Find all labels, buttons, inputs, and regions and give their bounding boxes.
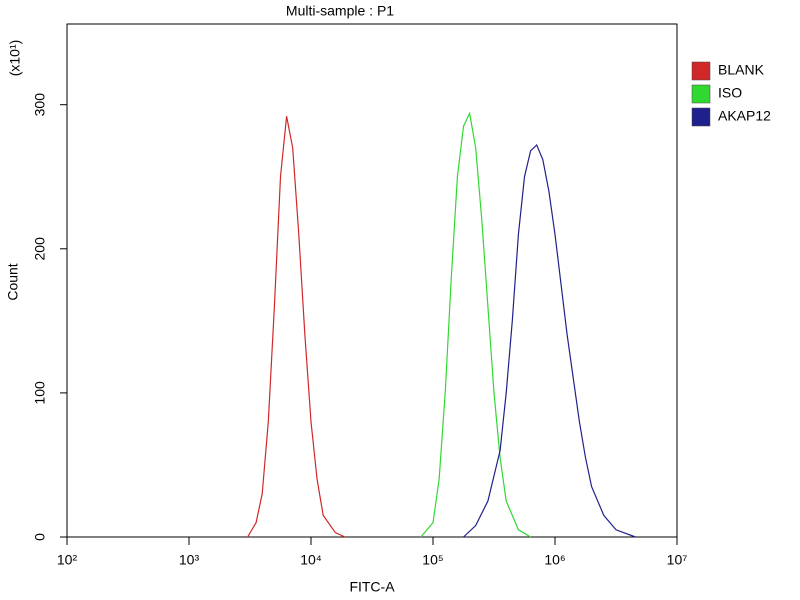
x-tick-label: 10² <box>57 552 78 568</box>
histogram-line <box>247 116 346 538</box>
histogram-line <box>420 111 531 538</box>
y-multiplier: (x10¹) <box>7 40 23 77</box>
y-tick-label: 100 <box>32 381 48 405</box>
legend-label: AKAP12 <box>718 108 771 124</box>
plot-frame <box>66 23 678 538</box>
x-tick-label: 10⁵ <box>422 552 443 568</box>
histogram-line <box>463 143 636 538</box>
chart-title: Multi-sample : P1 <box>286 3 394 19</box>
x-tick-label: 10³ <box>179 552 200 568</box>
y-tick-label: 0 <box>32 533 48 541</box>
legend-label: BLANK <box>718 62 765 78</box>
legend-swatch <box>691 107 711 127</box>
y-axis-label: Count <box>5 263 21 300</box>
x-tick-label: 10⁷ <box>667 552 688 568</box>
y-tick-label: 200 <box>32 237 48 261</box>
legend-swatch <box>691 61 711 81</box>
legend-swatch <box>691 84 711 104</box>
x-axis-label: FITC-A <box>349 579 395 595</box>
x-tick-label: 10⁴ <box>300 552 322 568</box>
x-tick-label: 10⁶ <box>544 552 565 568</box>
y-tick-label: 300 <box>32 93 48 117</box>
legend-label: ISO <box>718 85 742 101</box>
